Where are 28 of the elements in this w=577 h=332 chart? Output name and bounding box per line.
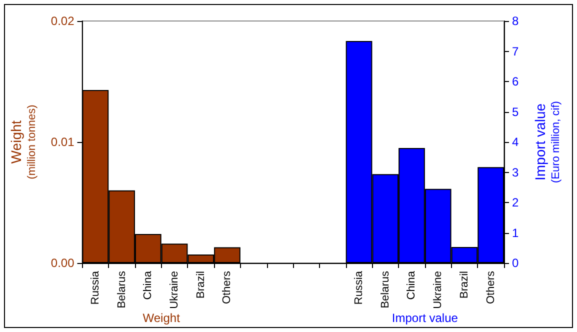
text: Weight (142, 311, 181, 325)
y2-tick-label: 7 (512, 44, 519, 58)
x-tick-label: Others (221, 270, 234, 304)
y2-tick-label: 6 (512, 74, 519, 88)
x-tick-label: Brazil (194, 271, 207, 299)
x-tick-label: Russia (89, 270, 102, 305)
y2-tick-label: 3 (512, 165, 519, 180)
x-tick-label: China (142, 270, 154, 300)
y2-tick-label: 0 (512, 256, 519, 270)
y2-axis-title: Import value (Euro million, cif) (532, 101, 562, 183)
y2-tick-label: 1 (512, 226, 519, 240)
y-axis-title: Weight (million tonnes) (8, 104, 38, 180)
y2-tick-label: 5 (512, 104, 519, 119)
x-tick-label: Ukraine (168, 271, 181, 309)
y-tick-label: 0.01 (50, 135, 75, 149)
text: Import value (392, 311, 458, 325)
x-tick-label: Brazil (458, 271, 470, 299)
y2-tick-label: 8 (512, 14, 519, 28)
x-tick-label: Others (484, 270, 497, 304)
x-tick-label: China (406, 270, 418, 300)
x-tick-label: Belarus (379, 270, 392, 308)
y2-tick-label: 4 (512, 135, 519, 149)
x-tick-label: Belarus (116, 270, 128, 308)
y-tick-label: 0.00 (50, 256, 75, 270)
x-tick-label: Russia (353, 270, 366, 305)
x-tick-label: Ukraine (432, 271, 444, 309)
y2-tick-label: 2 (512, 196, 519, 210)
y-tick-label: 0.02 (50, 14, 75, 28)
